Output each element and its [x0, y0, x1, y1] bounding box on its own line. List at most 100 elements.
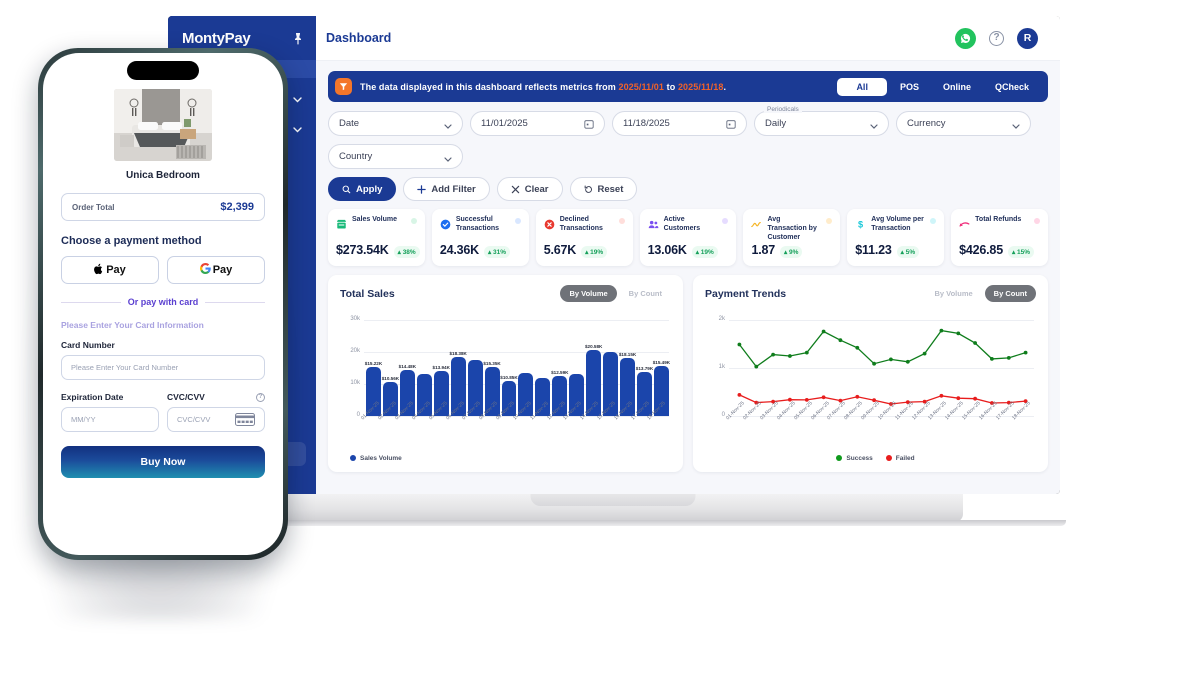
- data-point[interactable]: [855, 394, 860, 399]
- legend-item[interactable]: Failed: [885, 455, 915, 462]
- payment-trends-by-volume[interactable]: By Volume: [934, 289, 973, 298]
- bar-item[interactable]: [467, 320, 483, 416]
- tab-pos[interactable]: POS: [899, 81, 919, 92]
- data-point[interactable]: [905, 400, 910, 404]
- montypay-logo[interactable]: MontyPay: [182, 30, 251, 47]
- data-point[interactable]: [754, 364, 759, 369]
- bar-item[interactable]: $18.38K: [449, 320, 467, 416]
- buy-now-button[interactable]: Buy Now: [61, 446, 265, 478]
- data-point[interactable]: [788, 354, 792, 358]
- data-point[interactable]: [771, 399, 775, 404]
- bar-item[interactable]: $18.15K: [619, 320, 636, 416]
- kpi-card[interactable]: Active Customers 13.06K ▴ 19%: [639, 209, 737, 266]
- bar-item[interactable]: $10.56K: [382, 320, 399, 416]
- data-point[interactable]: [1023, 350, 1028, 355]
- data-point[interactable]: [905, 359, 910, 364]
- data-point[interactable]: [788, 397, 792, 402]
- total-sales-by-count[interactable]: By Count: [628, 289, 662, 298]
- data-point[interactable]: [956, 331, 961, 336]
- date-to-input[interactable]: 11/18/2025: [612, 111, 747, 136]
- bar-item[interactable]: $14.48K: [399, 320, 416, 416]
- whatsapp-icon[interactable]: [955, 27, 976, 49]
- tab-qcheck[interactable]: QCheck: [994, 81, 1029, 92]
- bar-item[interactable]: $15.35K: [483, 320, 501, 416]
- reset-button[interactable]: Reset: [569, 177, 638, 201]
- data-point[interactable]: [939, 328, 944, 333]
- total-sales-by-volume[interactable]: By Volume: [560, 285, 617, 302]
- help-icon[interactable]: ?: [256, 392, 265, 402]
- data-point[interactable]: [1006, 400, 1011, 405]
- periodicals-select[interactable]: Periodicals Daily: [754, 106, 889, 136]
- legend-item[interactable]: Success: [836, 455, 873, 462]
- tab-online[interactable]: Online: [942, 81, 971, 92]
- kpi-card[interactable]: Avg Transaction by Customer 1.87 ▴ 9%: [743, 209, 841, 266]
- bar-item[interactable]: $15.49K: [653, 320, 670, 416]
- bar-item[interactable]: $20.58K: [585, 320, 602, 416]
- google-pay-button[interactable]: Pay: [167, 256, 265, 284]
- data-point[interactable]: [990, 401, 994, 405]
- data-point[interactable]: [1006, 356, 1011, 360]
- data-point[interactable]: [889, 357, 893, 362]
- date-type-select[interactable]: Date: [328, 111, 463, 136]
- apple-pay-button[interactable]: Pay: [61, 256, 159, 284]
- date-from-input[interactable]: 11/01/2025: [470, 111, 605, 136]
- data-point[interactable]: [754, 400, 759, 405]
- bar-item[interactable]: [518, 320, 534, 416]
- bar-item[interactable]: $13.79K: [636, 320, 653, 416]
- payment-trends-header: Payment Trends By Volume By Count: [705, 285, 1036, 302]
- data-point[interactable]: [973, 396, 977, 401]
- data-point[interactable]: [821, 395, 826, 400]
- bar-item[interactable]: [603, 320, 619, 416]
- total-sales-legend: Sales Volume: [340, 452, 671, 464]
- data-point[interactable]: [872, 398, 876, 403]
- calendar-icon[interactable]: [726, 119, 736, 129]
- data-point[interactable]: [737, 342, 742, 347]
- data-point[interactable]: [838, 398, 843, 403]
- kpi-card[interactable]: $ Avg Volume per Transaction $11.23 ▴ 5%: [847, 209, 945, 266]
- data-point[interactable]: [838, 338, 843, 343]
- legend-item[interactable]: Sales Volume: [350, 455, 402, 462]
- data-point[interactable]: [922, 399, 927, 404]
- bar-item[interactable]: $10.85K: [500, 320, 518, 416]
- cvc-input[interactable]: CVC/CVV: [167, 407, 265, 432]
- data-point[interactable]: [855, 345, 860, 350]
- kpi-card[interactable]: Declined Transactions 5.67K ▴ 19%: [535, 209, 633, 266]
- clear-button[interactable]: Clear: [496, 177, 563, 201]
- apply-button[interactable]: Apply: [328, 177, 397, 201]
- currency-select[interactable]: Currency: [896, 111, 1031, 136]
- data-point[interactable]: [939, 393, 944, 398]
- country-select[interactable]: Country: [328, 144, 463, 169]
- pin-icon[interactable]: [292, 32, 304, 45]
- data-point[interactable]: [872, 361, 876, 366]
- data-point[interactable]: [973, 341, 977, 345]
- expiration-input[interactable]: MM/YY: [61, 407, 159, 432]
- data-point[interactable]: [737, 393, 742, 397]
- bar-item[interactable]: $13.94K: [433, 320, 450, 416]
- kpi-card[interactable]: Total Refunds $426.85 ▴ 15%: [951, 209, 1049, 266]
- avatar[interactable]: R: [1017, 27, 1038, 49]
- sidebar-item-2[interactable]: [168, 108, 316, 138]
- add-filter-button[interactable]: Add Filter: [403, 177, 490, 201]
- data-point[interactable]: [821, 329, 826, 334]
- bar-item[interactable]: [416, 320, 432, 416]
- data-point[interactable]: [889, 402, 893, 406]
- bar-item[interactable]: [569, 320, 585, 416]
- card-number-input[interactable]: Please Enter Your Card Number: [61, 355, 265, 380]
- data-point[interactable]: [990, 357, 994, 361]
- bar-item[interactable]: $15.22K: [365, 320, 382, 416]
- sidebar-item-1[interactable]: [168, 78, 316, 108]
- bar-item[interactable]: $12.59K: [551, 320, 568, 416]
- data-point[interactable]: [956, 396, 961, 401]
- data-point[interactable]: [804, 350, 809, 355]
- help-icon[interactable]: ?: [989, 30, 1004, 46]
- bar-item[interactable]: [535, 320, 551, 416]
- tab-all[interactable]: All: [837, 77, 887, 96]
- kpi-card[interactable]: Successful Transactions 24.36K ▴ 31%: [431, 209, 529, 266]
- data-point[interactable]: [804, 398, 809, 402]
- data-point[interactable]: [771, 352, 775, 357]
- calendar-icon[interactable]: [584, 119, 594, 129]
- data-point[interactable]: [922, 351, 927, 356]
- kpi-card[interactable]: Sales Volume $273.54K ▴ 38%: [328, 209, 425, 266]
- payment-trends-by-count[interactable]: By Count: [984, 285, 1036, 302]
- data-point[interactable]: [1023, 399, 1028, 403]
